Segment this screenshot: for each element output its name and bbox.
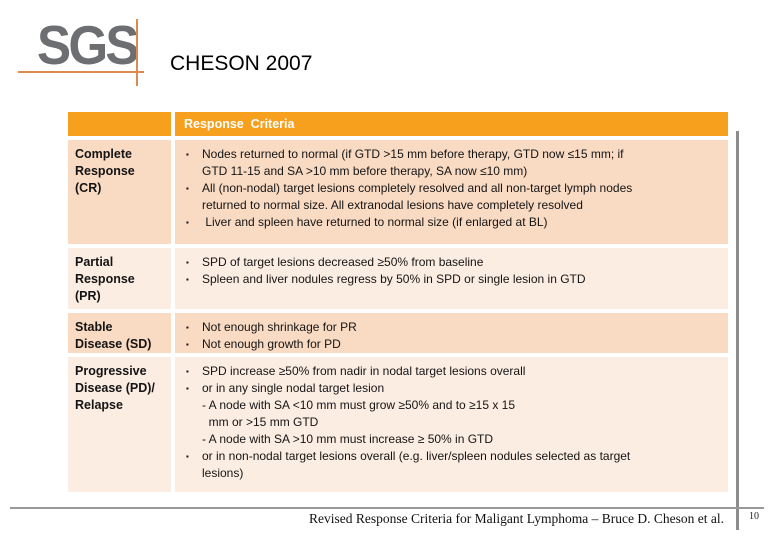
criteria-text: SPD of target lesions decreased ≥50% fro… [202,255,484,269]
logo-horizontal-line [18,71,144,73]
logo-vertical-line [136,19,138,86]
list-item: ▪ Spleen and liver nodules regress by 50… [183,271,720,288]
bullet-icon: ▪ [186,367,189,376]
table-header-spacer-cell [68,112,171,136]
bullet-icon: ▪ [186,275,189,284]
bullet-icon: ▪ [186,258,189,267]
slide-title: CHESON 2007 [170,52,313,75]
list-item: ▪ SPD of target lesions decreased ≥50% f… [183,254,720,271]
table-row-complete-response: Complete Response (CR) ▪ Nodes returned … [68,140,728,244]
criteria-text: SPD increase ≥50% from nadir in nodal ta… [202,364,526,378]
row-label-complete-response: Complete Response (CR) [68,140,171,244]
slide-right-frame-line [736,131,739,530]
table-row-stable-disease: Stable Disease (SD) ▪ Not enough shrinka… [68,313,728,353]
criteria-text: Not enough growth for PD [202,337,341,351]
list-item: ▪ or in non-nodal target lesions overall… [183,448,720,482]
list-item: ▪ Not enough growth for PD [183,336,720,353]
response-criteria-table: Response Criteria Complete Response (CR)… [68,112,728,496]
row-criteria-partial-response: ▪ SPD of target lesions decreased ≥50% f… [175,248,728,309]
row-label-stable-disease: Stable Disease (SD) [68,313,171,353]
footer-divider-line [10,507,764,509]
criteria-text: All (non-nodal) target lesions completel… [202,181,633,212]
bullet-icon: ▪ [186,340,189,349]
table-header-response-criteria: Response Criteria [175,112,728,136]
table-header-row: Response Criteria [68,112,728,136]
row-criteria-stable-disease: ▪ Not enough shrinkage for PR ▪ Not enou… [175,313,728,353]
bullet-icon: ▪ [186,218,189,227]
row-label-partial-response: Partial Response (PR) [68,248,171,309]
bullet-icon: ▪ [186,384,189,393]
bullet-icon: ▪ [186,184,189,193]
table-row-partial-response: Partial Response (PR) ▪ SPD of target le… [68,248,728,309]
row-label-progressive-disease: Progressive Disease (PD)/ Relapse [68,357,171,492]
criteria-text: Not enough shrinkage for PR [202,320,357,334]
bullet-icon: ▪ [186,323,189,332]
criteria-text: or in any single nodal target lesion - A… [202,381,516,446]
bullet-icon: ▪ [186,452,189,461]
list-item: ▪ Not enough shrinkage for PR [183,319,720,336]
sgs-logo: SGS [37,14,139,76]
criteria-text: Spleen and liver nodules regress by 50% … [202,272,586,286]
list-item: ▪ Nodes returned to normal (if GTD >15 m… [183,146,720,180]
list-item: ▪ All (non-nodal) target lesions complet… [183,180,720,214]
criteria-text: or in non-nodal target lesions overall (… [202,449,631,480]
page-number: 10 [749,511,759,522]
bullet-icon: ▪ [186,150,189,159]
list-item: ▪ SPD increase ≥50% from nadir in nodal … [183,363,720,380]
list-item: ▪ or in any single nodal target lesion -… [183,380,720,448]
footer-citation: Revised Response Criteria for Maligant L… [308,511,724,526]
list-item: ▪ Liver and spleen have returned to norm… [183,214,720,231]
criteria-text: Nodes returned to normal (if GTD >15 mm … [202,147,624,178]
criteria-text: Liver and spleen have returned to normal… [202,215,548,229]
row-criteria-complete-response: ▪ Nodes returned to normal (if GTD >15 m… [175,140,728,244]
row-criteria-progressive-disease: ▪ SPD increase ≥50% from nadir in nodal … [175,357,728,492]
table-row-progressive-disease: Progressive Disease (PD)/ Relapse ▪ SPD … [68,357,728,492]
